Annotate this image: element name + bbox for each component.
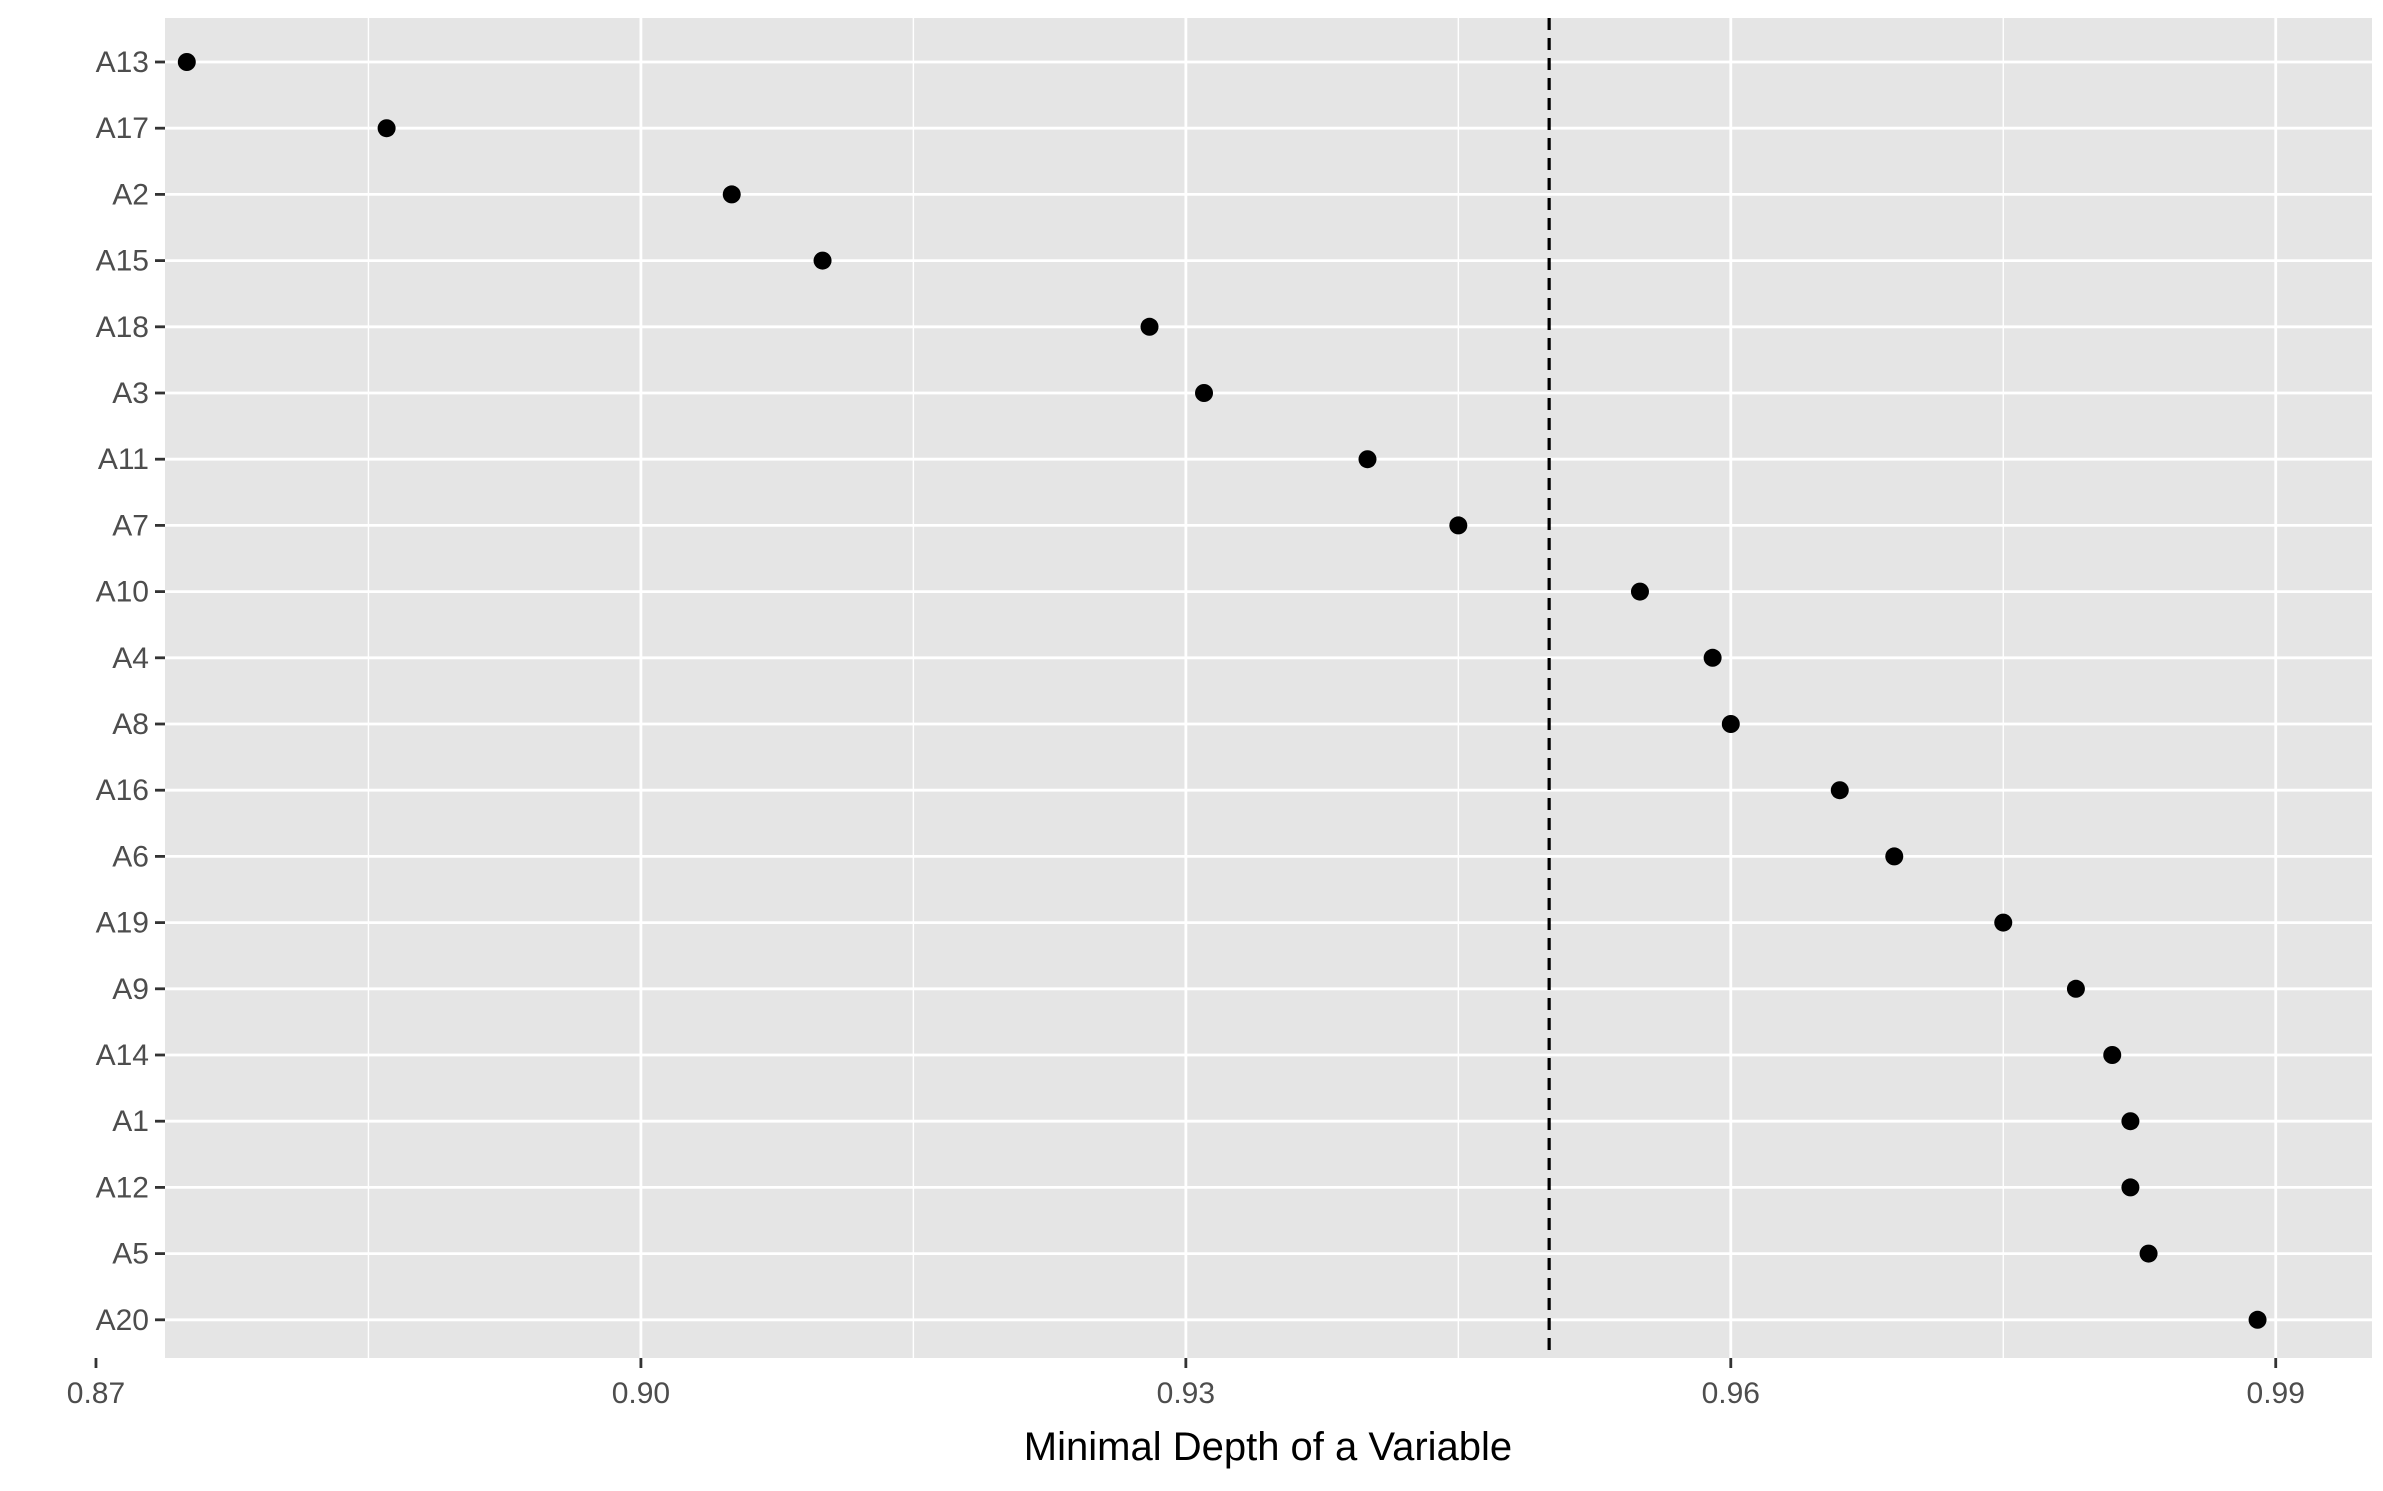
data-point-a6: [1885, 847, 1904, 866]
y-tick-label-a17: A17: [96, 112, 149, 145]
data-points: [177, 53, 2267, 1329]
y-axis: A13 A17 A2 A15 A18 A3 A11 A7 A10 A4 A8 A16 A6 A19 A9 A1…: [96, 46, 165, 1337]
data-point-a1: [2121, 1112, 2140, 1131]
y-tick-label-a3: A3: [112, 377, 149, 410]
data-point-a14: [2103, 1046, 2122, 1064]
data-point-a3: [1195, 384, 1214, 402]
y-tick-label-a10: A10: [96, 576, 149, 609]
data-point-a4: [1703, 648, 1722, 667]
data-point-a20: [2248, 1310, 2267, 1329]
data-point-a15: [813, 251, 832, 270]
y-tick-label-a11: A11: [98, 443, 149, 476]
y-tick-label-a4: A4: [112, 642, 149, 675]
y-tick-label-a7: A7: [112, 509, 149, 542]
plot-panel: [165, 18, 2372, 1358]
data-point-a2: [722, 185, 741, 204]
x-tick-label: 0.87: [67, 1377, 125, 1410]
data-point-a17: [377, 119, 396, 138]
data-point-a10: [1630, 582, 1649, 601]
grid-minor: [367, 18, 2004, 1358]
data-point-a11: [1358, 450, 1377, 469]
y-tick-label-a6: A6: [112, 840, 149, 873]
x-axis: 0.87 0.90 0.93 0.96 0.99: [67, 1358, 2305, 1410]
y-tick-label-a8: A8: [112, 708, 149, 741]
data-point-a16: [1830, 781, 1849, 800]
y-tick-label-a2: A2: [112, 178, 149, 211]
y-tick-label-a16: A16: [96, 774, 149, 807]
y-tick-label-a13: A13: [96, 46, 149, 79]
data-point-a9: [2066, 979, 2085, 998]
data-point-a7: [1449, 516, 1468, 535]
y-tick-label-a5: A5: [112, 1238, 149, 1271]
data-point-a12: [2121, 1178, 2140, 1197]
y-tick-label-a14: A14: [96, 1039, 149, 1072]
x-tick-label: 0.96: [1702, 1377, 1760, 1410]
data-point-a8: [1721, 715, 1740, 733]
y-tick-label-a18: A18: [96, 311, 149, 344]
x-tick-label: 0.99: [2247, 1377, 2305, 1410]
x-axis-title: Minimal Depth of a Variable: [1024, 1425, 1512, 1469]
y-tick-label-a15: A15: [96, 245, 149, 278]
data-point-a19: [1994, 913, 2013, 932]
y-tick-label-a1: A1: [112, 1105, 149, 1138]
x-tick-label: 0.90: [612, 1377, 670, 1410]
y-tick-label-a12: A12: [96, 1171, 149, 1204]
data-point-a5: [2139, 1244, 2158, 1263]
y-tick-label-a20: A20: [96, 1304, 149, 1337]
x-tick-label: 0.93: [1157, 1377, 1215, 1410]
data-point-a13: [177, 53, 196, 71]
y-tick-label-a9: A9: [112, 973, 149, 1006]
y-tick-label-a19: A19: [96, 907, 149, 940]
data-point-a18: [1140, 317, 1159, 336]
